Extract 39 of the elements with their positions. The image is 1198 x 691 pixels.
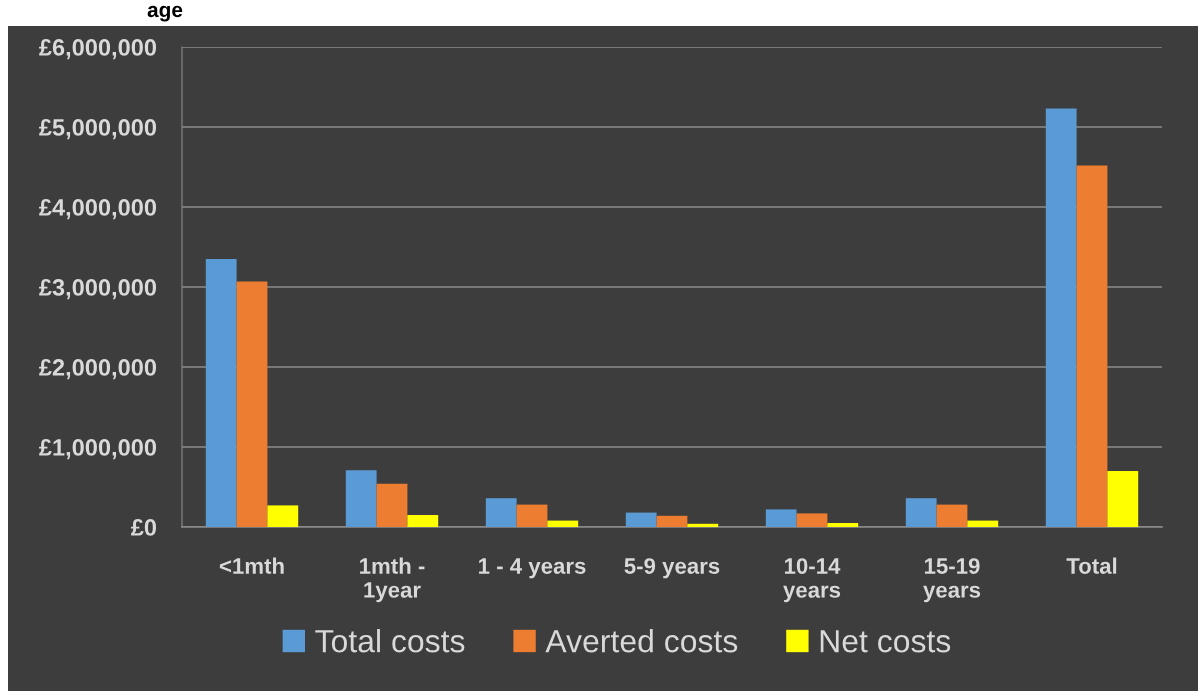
bar — [905, 498, 937, 527]
legend-label: Averted costs — [545, 629, 738, 653]
bar — [205, 259, 237, 527]
bar — [1107, 471, 1139, 527]
bar — [656, 515, 688, 527]
x-tick-label: 15-19 years — [923, 558, 981, 603]
bar — [236, 281, 268, 527]
x-tick-label: <1mth — [219, 557, 284, 574]
bar — [407, 515, 439, 527]
bar — [827, 523, 859, 527]
bar — [267, 505, 299, 527]
bar — [765, 509, 797, 527]
legend-label: Net costs — [820, 630, 951, 653]
bar — [687, 523, 719, 527]
legend-label: Total costs — [315, 629, 465, 653]
x-tick-label: 1 - 4 years — [479, 558, 586, 579]
bar — [967, 520, 999, 527]
bar — [936, 504, 968, 527]
bar — [625, 512, 657, 527]
y-tick-label: £6,000,000 — [39, 39, 157, 60]
y-tick-label: £3,000,000 — [39, 279, 157, 300]
bar — [376, 483, 408, 527]
x-tick-label: 5-9 years — [624, 558, 720, 579]
bar — [1076, 165, 1108, 527]
bar — [516, 504, 548, 527]
y-tick-label: £2,000,000 — [39, 359, 157, 380]
bar — [485, 498, 517, 527]
y-tick-label: £4,000,000 — [39, 199, 157, 220]
bar — [345, 470, 377, 527]
bar — [1045, 108, 1077, 527]
x-tick-label: 1mth - 1year — [360, 557, 425, 603]
y-tick-label: £1,000,000 — [39, 439, 157, 460]
bar — [796, 513, 828, 527]
chart-title: age — [147, 5, 183, 22]
y-tick-label: £5,000,000 — [39, 119, 157, 140]
bar — [547, 520, 579, 527]
x-tick-label: 10-14 years — [783, 558, 841, 603]
x-tick-label: Total — [1066, 557, 1117, 574]
y-tick-label: £0 — [130, 519, 157, 536]
